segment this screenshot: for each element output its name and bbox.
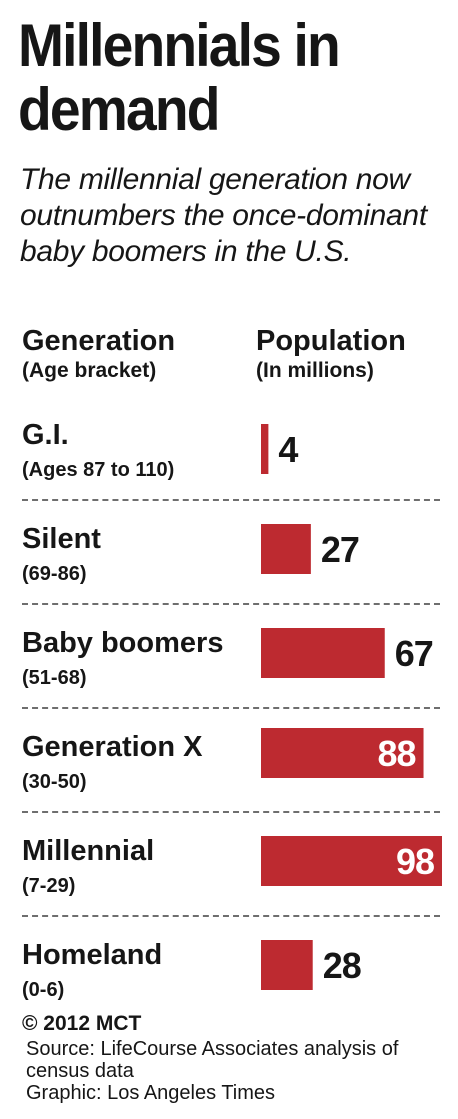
row-label-gi: G.I. (Ages 87 to 110)	[22, 418, 174, 484]
generation-column-header: Generation (Age bracket)	[22, 324, 175, 384]
row-label-generation-x: Generation X (30-50)	[22, 730, 203, 796]
row-divider	[22, 499, 440, 501]
graphic-credit: Graphic: Los Angeles Times	[26, 1082, 276, 1104]
value-label: 98	[396, 841, 434, 882]
age-bracket: (51-68)	[22, 667, 87, 689]
generation-name: Homeland	[22, 939, 163, 971]
value-label: 67	[395, 633, 433, 674]
age-bracket: (30-50)	[22, 771, 87, 793]
bar-g-i	[261, 424, 269, 474]
generation-header: Generation	[22, 325, 176, 357]
row-label-homeland: Homeland (0-6)	[22, 938, 162, 1004]
age-bracket: (Ages 87 to 110)	[22, 459, 175, 481]
source-text: Source: LifeCourse Associates analysis o…	[26, 1038, 399, 1082]
age-bracket: (69-86)	[22, 563, 87, 585]
population-unit-header: (In millions)	[256, 359, 374, 382]
value-label: 4	[278, 429, 298, 470]
generation-name: Millennial	[22, 835, 155, 867]
bar-baby-boomers	[261, 628, 385, 678]
row-divider	[22, 603, 440, 605]
population-column-header: Population (In millions)	[256, 324, 406, 384]
chart-title: Millennials in demand	[18, 12, 341, 143]
bar-generation-x	[261, 728, 424, 778]
row-label-silent: Silent (69-86)	[22, 522, 101, 588]
copyright-credit: © 2012 MCT	[22, 1012, 142, 1035]
row-divider	[22, 915, 440, 917]
row-label-millennial: Millennial (7-29)	[22, 834, 154, 900]
generation-name: Generation X	[22, 731, 203, 763]
chart-subtitle: The millennial generation now outnumbers…	[20, 163, 427, 268]
bar-millennial	[261, 836, 442, 886]
bar-silent	[261, 524, 311, 574]
source-note: Source: LifeCourse Associates analysis o…	[26, 1038, 446, 1104]
row-label-baby-boomers: Baby boomers (51-68)	[22, 626, 223, 692]
age-bracket-header: (Age bracket)	[22, 359, 157, 382]
value-label: 27	[321, 529, 359, 570]
row-divider	[22, 707, 440, 709]
row-divider	[22, 811, 440, 813]
generation-name: Baby boomers	[22, 627, 224, 659]
generation-name: G.I.	[22, 419, 69, 451]
age-bracket: (7-29)	[22, 875, 76, 897]
age-bracket: (0-6)	[22, 979, 65, 1001]
generation-name: Silent	[22, 523, 101, 555]
population-header: Population	[256, 325, 406, 357]
bar-homeland	[261, 940, 313, 990]
value-label: 88	[377, 733, 415, 774]
value-label: 28	[323, 945, 361, 986]
